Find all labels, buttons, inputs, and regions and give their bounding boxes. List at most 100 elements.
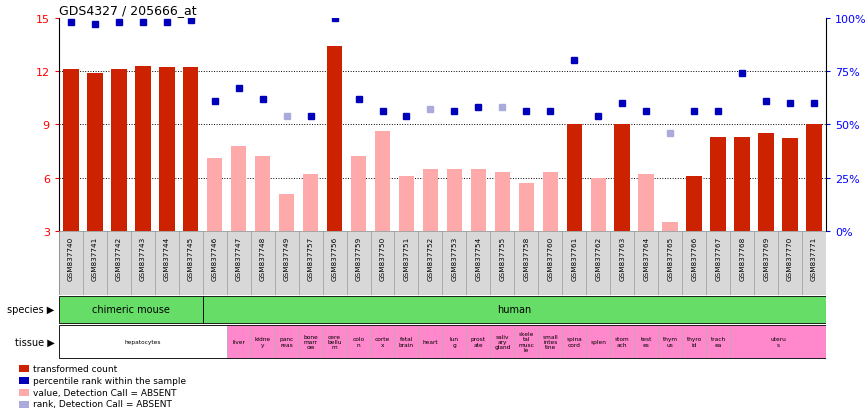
Bar <box>495 173 510 231</box>
Bar <box>227 325 251 358</box>
Bar <box>419 325 443 358</box>
Text: GSM837763: GSM837763 <box>619 236 625 280</box>
Bar <box>279 194 294 231</box>
Text: test
es: test es <box>641 337 652 347</box>
Text: GSM837759: GSM837759 <box>356 236 362 280</box>
Bar <box>159 68 175 231</box>
Text: GSM837749: GSM837749 <box>284 236 290 280</box>
Bar <box>399 176 414 231</box>
Bar <box>19 401 29 408</box>
Bar <box>542 173 558 231</box>
Text: corte
x: corte x <box>375 337 390 347</box>
Bar <box>423 169 439 231</box>
Bar <box>298 325 323 358</box>
Bar <box>183 68 198 231</box>
Bar <box>63 70 79 231</box>
Text: GSM837760: GSM837760 <box>548 236 554 280</box>
Text: GSM837746: GSM837746 <box>212 236 218 280</box>
Text: GSM837744: GSM837744 <box>163 236 170 280</box>
Text: spina
cord: spina cord <box>567 337 582 347</box>
Text: GSM837765: GSM837765 <box>667 236 673 280</box>
Text: liver: liver <box>232 339 245 344</box>
Text: GSM837750: GSM837750 <box>380 236 386 280</box>
Text: kidne
y: kidne y <box>254 337 271 347</box>
Text: lun
g: lun g <box>450 337 459 347</box>
Text: prost
ate: prost ate <box>471 337 486 347</box>
Text: GSM837757: GSM837757 <box>308 236 314 280</box>
Bar <box>611 325 634 358</box>
Bar <box>274 325 298 358</box>
Bar <box>591 178 606 231</box>
Text: GSM837741: GSM837741 <box>92 236 98 280</box>
Text: GSM837761: GSM837761 <box>571 236 577 280</box>
Bar <box>207 159 222 231</box>
Bar <box>135 66 151 231</box>
Text: GSM837766: GSM837766 <box>691 236 697 280</box>
Text: thyro
id: thyro id <box>687 337 702 347</box>
Bar <box>111 70 126 231</box>
Bar <box>347 325 370 358</box>
Text: GSM837756: GSM837756 <box>331 236 337 280</box>
Bar <box>255 157 271 231</box>
Text: panc
reas: panc reas <box>279 337 294 347</box>
Text: GSM837771: GSM837771 <box>811 236 817 280</box>
Text: GSM837762: GSM837762 <box>595 236 601 280</box>
Bar <box>538 325 562 358</box>
Bar <box>782 139 798 231</box>
Text: GSM837745: GSM837745 <box>188 236 194 280</box>
Text: thym
us: thym us <box>663 337 678 347</box>
Text: GSM837743: GSM837743 <box>140 236 145 280</box>
Text: GSM837740: GSM837740 <box>67 236 74 280</box>
Bar <box>394 325 419 358</box>
Text: skele
tal
musc
le: skele tal musc le <box>518 331 535 352</box>
Bar <box>759 134 774 231</box>
Bar <box>710 138 726 231</box>
Bar <box>562 325 586 358</box>
Text: small
intes
tine: small intes tine <box>542 334 558 350</box>
Bar <box>638 175 654 231</box>
Bar <box>303 175 318 231</box>
Bar <box>59 325 227 358</box>
Text: species ▶: species ▶ <box>7 305 54 315</box>
Text: bone
marr
ow: bone marr ow <box>304 334 318 350</box>
Bar <box>586 325 611 358</box>
Bar <box>734 138 750 231</box>
Bar <box>327 47 343 231</box>
Text: heart: heart <box>423 339 439 344</box>
Bar <box>370 325 394 358</box>
Text: cere
bellu
m: cere bellu m <box>327 334 342 350</box>
Text: GSM837767: GSM837767 <box>715 236 721 280</box>
Bar <box>490 325 515 358</box>
Bar <box>19 365 29 372</box>
Text: GSM837768: GSM837768 <box>740 236 745 280</box>
Text: percentile rank within the sample: percentile rank within the sample <box>34 376 187 385</box>
Text: GSM837764: GSM837764 <box>644 236 650 280</box>
Bar <box>231 146 247 231</box>
Text: tissue ▶: tissue ▶ <box>15 337 54 347</box>
Bar <box>19 377 29 384</box>
Bar <box>614 125 630 231</box>
Bar <box>730 325 826 358</box>
Bar <box>375 132 390 231</box>
Bar <box>687 176 702 231</box>
Text: stom
ach: stom ach <box>615 337 630 347</box>
Text: uteru
s: uteru s <box>770 337 786 347</box>
Text: saliv
ary
gland: saliv ary gland <box>494 334 510 350</box>
Text: GSM837748: GSM837748 <box>260 236 266 280</box>
Text: value, Detection Call = ABSENT: value, Detection Call = ABSENT <box>34 387 176 396</box>
Text: rank, Detection Call = ABSENT: rank, Detection Call = ABSENT <box>34 399 172 408</box>
Bar <box>87 74 103 231</box>
Text: GSM837755: GSM837755 <box>499 236 505 280</box>
Bar <box>519 183 535 231</box>
Text: GSM837753: GSM837753 <box>452 236 458 280</box>
Bar <box>350 157 366 231</box>
Bar <box>634 325 658 358</box>
Bar <box>323 325 347 358</box>
Text: GSM837751: GSM837751 <box>403 236 409 280</box>
Bar <box>515 325 538 358</box>
Text: hepatocytes: hepatocytes <box>125 339 161 344</box>
Bar <box>19 389 29 396</box>
Text: fetal
brain: fetal brain <box>399 337 414 347</box>
Text: splen: splen <box>590 339 606 344</box>
Text: GSM837758: GSM837758 <box>523 236 529 280</box>
